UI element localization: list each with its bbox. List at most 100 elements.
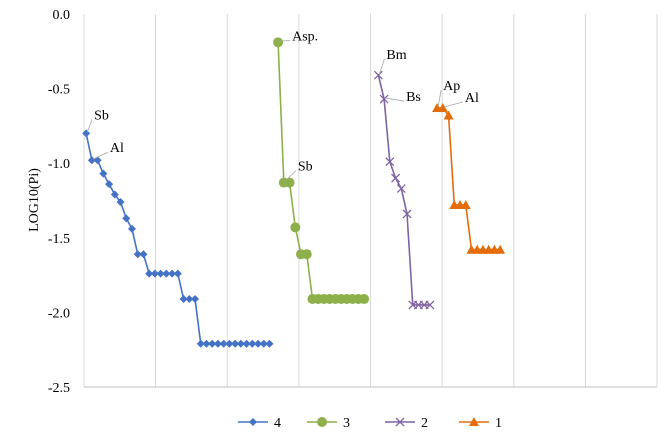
data-point: [236, 339, 245, 348]
data-point: [162, 269, 171, 278]
data-point: [213, 339, 222, 348]
annotation-leader: [437, 89, 442, 108]
data-point: [133, 250, 142, 259]
legend-label: 2: [421, 416, 428, 431]
annotation-leader: [443, 101, 463, 108]
series-2: [373, 70, 435, 310]
data-point: [359, 293, 370, 304]
data-point: [273, 37, 284, 48]
data-point: [385, 157, 395, 167]
legend-item-2: 2: [385, 416, 428, 431]
annotation-leader: [86, 119, 93, 133]
annotation-leader: [385, 97, 405, 102]
marker-stroke: [396, 184, 406, 194]
marker-stroke: [425, 300, 435, 310]
y-tick-label: -1.5: [48, 232, 70, 247]
data-point: [110, 190, 119, 199]
data-point: [225, 339, 234, 348]
y-tick-label: -2.0: [48, 306, 70, 321]
series-line-2: [377, 74, 430, 306]
marker-stroke: [402, 209, 412, 219]
annotation-label: Bs: [406, 90, 421, 105]
legend-marker: [395, 417, 405, 427]
marker-stroke: [395, 417, 405, 427]
legend-label: 3: [343, 416, 350, 431]
data-point: [290, 222, 301, 233]
series-3: [273, 37, 370, 304]
data-point: [379, 94, 389, 104]
annotation-leader: [279, 39, 291, 42]
data-point: [150, 269, 159, 278]
annotation-label: Bm: [386, 48, 406, 63]
data-point: [168, 269, 177, 278]
data-point: [259, 339, 268, 348]
y-tick-label: 0.0: [53, 8, 71, 23]
legend: 4 3 2 1: [238, 416, 502, 431]
data-point: [219, 339, 228, 348]
annotation-label: Al: [110, 141, 124, 156]
data-point: [254, 339, 263, 348]
data-point: [396, 184, 406, 194]
annotation-label: Ap: [443, 79, 460, 94]
series-layer: [82, 37, 506, 348]
annotation-label: Asp.: [292, 29, 318, 44]
series-1: [432, 102, 506, 254]
data-point: [265, 339, 274, 348]
annotation-leader: [378, 59, 385, 75]
data-point: [242, 339, 251, 348]
data-point: [116, 197, 125, 206]
legend-marker: [249, 418, 257, 426]
data-point: [122, 214, 131, 223]
data-point: [156, 269, 165, 278]
data-point: [460, 199, 471, 209]
series-4: [82, 129, 274, 348]
marker-stroke: [379, 94, 389, 104]
y-tick-label: -1.0: [48, 157, 70, 172]
y-axis-title: LOG10(Pi): [27, 168, 42, 232]
data-point: [301, 249, 312, 260]
annotation-label: Sb: [94, 108, 109, 123]
legend-item-3: 3: [307, 416, 350, 431]
legend-label: 1: [495, 416, 502, 431]
data-point: [208, 339, 217, 348]
data-point: [443, 110, 454, 120]
data-point: [87, 156, 96, 165]
y-tick-label: -2.5: [48, 381, 70, 396]
data-point: [173, 269, 182, 278]
data-point: [391, 173, 401, 183]
axes: 0.0 -0.5 -1.0 -1.5 -2.0 -2.5: [48, 8, 657, 396]
marker-stroke: [373, 70, 383, 80]
marker-stroke: [391, 173, 401, 183]
marker-stroke: [385, 157, 395, 167]
data-point: [185, 294, 194, 303]
data-point: [284, 177, 295, 188]
annotation-label: Sb: [298, 160, 313, 175]
data-point: [127, 224, 136, 233]
data-point: [425, 300, 435, 310]
annotation-leader: [284, 170, 297, 182]
data-point: [248, 339, 257, 348]
data-point: [231, 339, 240, 348]
data-point: [202, 339, 211, 348]
data-point: [105, 180, 114, 189]
data-point: [402, 209, 412, 219]
legend-item-4: 4: [238, 416, 281, 431]
legend-marker: [469, 417, 479, 426]
annotation-leader: [92, 151, 109, 160]
legend-item-1: 1: [459, 416, 502, 431]
data-point: [99, 169, 108, 178]
data-point: [191, 294, 200, 303]
data-point: [82, 129, 91, 138]
grid: [83, 14, 658, 387]
data-point: [179, 294, 188, 303]
data-point: [495, 244, 506, 254]
data-point: [373, 70, 383, 80]
annotation-label: Al: [465, 91, 479, 106]
annotations: Sb Al Asp. Sb Bm Bs Ap Al: [86, 29, 479, 182]
legend-label: 4: [274, 416, 281, 431]
data-point: [145, 269, 154, 278]
data-point: [437, 102, 448, 112]
